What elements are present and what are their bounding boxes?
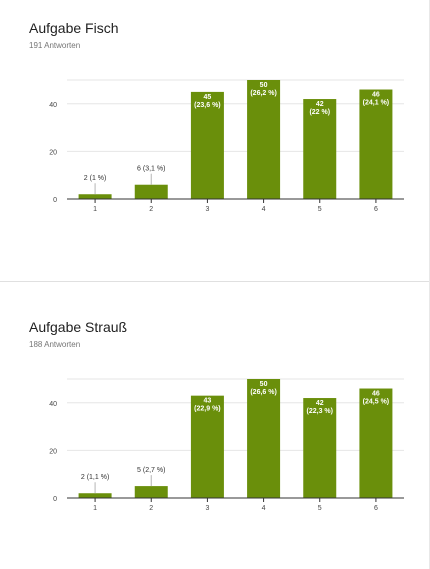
card-divider bbox=[0, 281, 430, 282]
bar bbox=[303, 398, 337, 498]
bar bbox=[359, 89, 393, 199]
data-label: (23,6 %) bbox=[194, 102, 220, 109]
bar bbox=[190, 91, 224, 199]
x-tick-label: 5 bbox=[318, 505, 322, 512]
response-count: 191 Antworten bbox=[29, 41, 81, 50]
data-label: (24,5 %) bbox=[363, 399, 389, 406]
y-tick-label: 20 bbox=[49, 448, 57, 455]
bar bbox=[78, 493, 112, 498]
y-tick-label: 40 bbox=[49, 102, 57, 109]
data-label: 42 bbox=[316, 101, 324, 108]
data-label: 50 bbox=[260, 381, 268, 388]
data-label: 2 (1 %) bbox=[84, 175, 107, 182]
x-tick-label: 1 bbox=[93, 505, 97, 512]
data-label: 50 bbox=[260, 82, 268, 89]
data-label: 6 (3,1 %) bbox=[137, 166, 165, 173]
data-label: 46 bbox=[372, 391, 380, 398]
data-label: (22,9 %) bbox=[194, 406, 220, 413]
y-tick-label: 40 bbox=[49, 401, 57, 408]
x-tick-label: 3 bbox=[205, 505, 209, 512]
question-card-strauss: Aufgabe Strauß 188 Antworten 0 20 40 2 (1,1… bbox=[0, 283, 430, 569]
data-label: (24,1 %) bbox=[363, 100, 389, 107]
x-tick-label: 5 bbox=[318, 206, 322, 213]
data-label: (26,2 %) bbox=[250, 90, 276, 97]
x-tick-label: 4 bbox=[262, 206, 266, 213]
x-tick-label: 6 bbox=[374, 505, 378, 512]
question-card-fisch: Aufgabe Fisch 191 Antworten 0 20 40 2 (1 %)… bbox=[0, 0, 430, 282]
data-label: 45 bbox=[204, 94, 212, 101]
data-label: 2 (1,1 %) bbox=[81, 474, 109, 481]
question-title: Aufgabe Strauß bbox=[29, 319, 128, 335]
data-label: 5 (2,7 %) bbox=[137, 467, 165, 474]
x-tick-label: 2 bbox=[149, 206, 153, 213]
data-label: 43 bbox=[204, 398, 212, 405]
bar bbox=[247, 80, 281, 199]
bar bbox=[247, 379, 281, 498]
data-label: 42 bbox=[316, 400, 324, 407]
bar bbox=[359, 388, 393, 498]
y-tick-label: 0 bbox=[53, 197, 57, 204]
data-label: (22 %) bbox=[309, 109, 330, 116]
data-label: (22,3 %) bbox=[307, 408, 333, 415]
x-tick-label: 6 bbox=[374, 206, 378, 213]
data-label: (26,6 %) bbox=[250, 389, 276, 396]
x-tick-label: 2 bbox=[149, 505, 153, 512]
x-tick-label: 1 bbox=[93, 206, 97, 213]
x-tick-label: 3 bbox=[205, 206, 209, 213]
bar bbox=[134, 184, 168, 199]
question-title: Aufgabe Fisch bbox=[29, 20, 119, 36]
x-tick-label: 4 bbox=[262, 505, 266, 512]
bar bbox=[78, 194, 112, 199]
data-label: 46 bbox=[372, 92, 380, 99]
response-count: 188 Antworten bbox=[29, 340, 81, 349]
y-tick-label: 20 bbox=[49, 149, 57, 156]
bar bbox=[303, 99, 337, 199]
bar bbox=[190, 395, 224, 498]
bar bbox=[134, 486, 168, 498]
y-tick-label: 0 bbox=[53, 496, 57, 503]
